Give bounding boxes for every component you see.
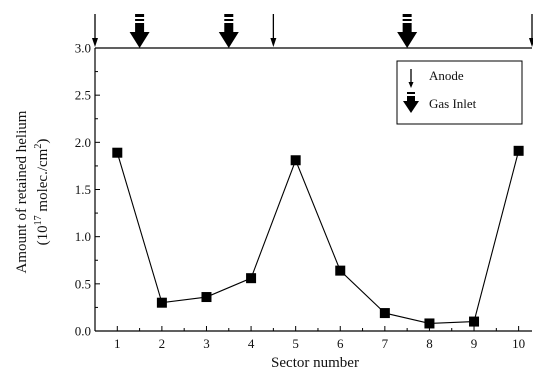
data-point bbox=[246, 273, 257, 284]
y-axis-title-exp: 17 bbox=[33, 215, 44, 225]
data-point bbox=[424, 318, 435, 329]
y-ticks: 0.0 0.5 1.0 1.5 2.0 2.5 3.0 bbox=[75, 41, 100, 339]
y-axis-title-line2-group: (1017 molec./cm2) bbox=[33, 139, 51, 246]
y-axis-title: Amount of retained helium bbox=[14, 110, 30, 273]
legend-anode-arrow-icon bbox=[408, 69, 414, 88]
y-axis-title-prefix: (10 bbox=[35, 225, 51, 245]
top-markers bbox=[92, 14, 533, 48]
x-tick-label: 3 bbox=[203, 336, 210, 351]
data-point bbox=[156, 297, 167, 308]
x-tick-label: 5 bbox=[292, 336, 299, 351]
data-point bbox=[112, 147, 123, 158]
y-tick-label: 1.5 bbox=[75, 182, 91, 197]
gas-inlet-arrow-icon bbox=[397, 14, 418, 48]
series-line bbox=[116, 150, 520, 325]
gas-inlet-arrow-icon bbox=[218, 14, 239, 48]
anode-arrow-icon bbox=[92, 14, 98, 47]
x-tick-label: 4 bbox=[248, 336, 255, 351]
y-axis-title-line1: Amount of retained helium bbox=[14, 110, 30, 273]
y-tick-label: 3.0 bbox=[75, 41, 91, 56]
anode-arrow-icon bbox=[529, 14, 533, 47]
data-point bbox=[290, 155, 301, 166]
data-point bbox=[513, 145, 524, 156]
y-tick-label: 0.0 bbox=[75, 324, 91, 339]
data-point bbox=[335, 265, 346, 276]
legend-label-gas-inlet: Gas Inlet bbox=[429, 96, 477, 111]
x-tick-label: 10 bbox=[512, 336, 525, 351]
legend: Anode Gas Inlet bbox=[396, 60, 523, 125]
x-axis-title: Sector number bbox=[271, 355, 359, 371]
y-tick-label: 1.0 bbox=[75, 229, 91, 244]
y-axis-title-suffix: ) bbox=[35, 139, 51, 144]
y-axis-title-exp2: 2 bbox=[33, 144, 44, 149]
data-point bbox=[201, 292, 212, 303]
anode-arrow-icon bbox=[270, 14, 277, 47]
legend-box bbox=[396, 60, 523, 125]
series-group bbox=[112, 145, 524, 329]
data-point bbox=[469, 316, 480, 327]
legend-label-anode: Anode bbox=[429, 68, 464, 83]
x-tick-label: 8 bbox=[426, 336, 433, 351]
x-ticks: 1 2 3 4 5 6 7 8 9 10 bbox=[114, 326, 525, 351]
y-tick-label: 0.5 bbox=[75, 276, 91, 291]
x-tick-label: 9 bbox=[471, 336, 478, 351]
x-tick-label: 7 bbox=[382, 336, 389, 351]
y-tick-label: 2.0 bbox=[75, 135, 91, 150]
y-axis-title-line2: (1017 molec./cm2) bbox=[33, 139, 51, 246]
data-point bbox=[379, 308, 390, 319]
y-tick-label: 2.5 bbox=[75, 88, 91, 103]
x-tick-label: 6 bbox=[337, 336, 344, 351]
x-tick-label: 1 bbox=[114, 336, 121, 351]
legend-gas-inlet-arrow-icon bbox=[403, 92, 419, 113]
x-tick-label: 2 bbox=[159, 336, 166, 351]
gas-inlet-arrow-icon bbox=[129, 14, 150, 48]
y-axis-title-mid: molec./cm bbox=[35, 148, 51, 215]
